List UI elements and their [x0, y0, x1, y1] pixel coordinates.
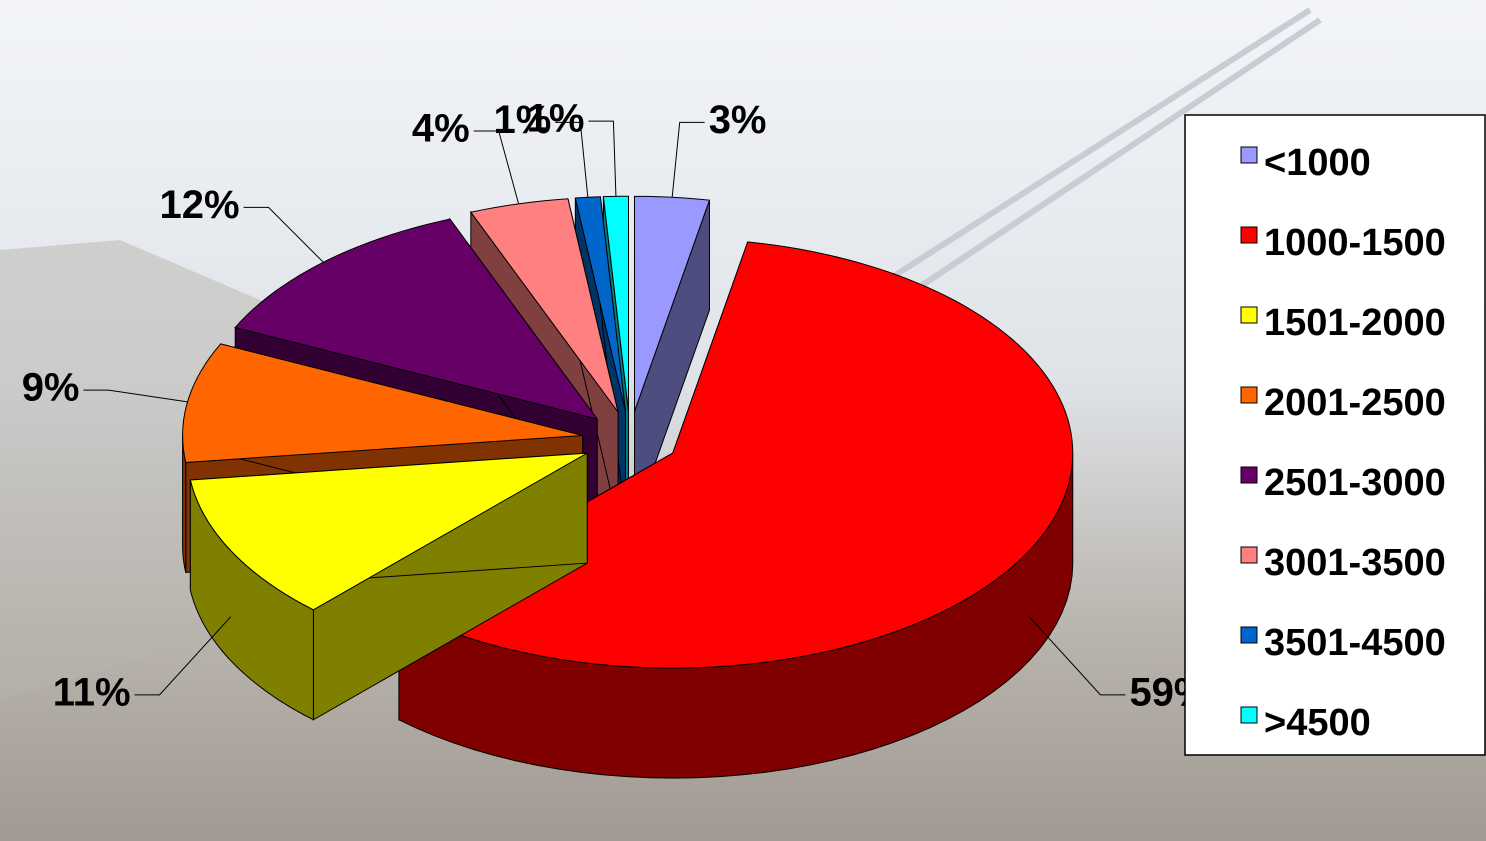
leader-line	[588, 120, 617, 197]
legend-swatch	[1240, 706, 1258, 724]
slice-top	[234, 218, 599, 420]
legend: <1000 1000-1500 1501-2000 2001-2500 2501-300…	[1240, 142, 1446, 744]
leader-line	[83, 389, 188, 403]
legend-label: 1000-1500	[1264, 222, 1446, 264]
legend-label: 2501-3000	[1264, 462, 1446, 504]
slice	[634, 195, 711, 522]
leader-line	[134, 616, 232, 696]
leader-line	[1028, 616, 1126, 696]
leader-line	[243, 206, 324, 263]
pie: 3%59%11%9%12%4% 1%1%	[22, 97, 1210, 779]
data-label: 1%	[527, 97, 585, 141]
data-label: 1%	[493, 98, 551, 142]
slice-top	[182, 343, 583, 463]
data-label: 4%	[412, 107, 470, 151]
leader-line	[473, 130, 520, 204]
legend-swatch	[1240, 306, 1258, 324]
legend-label: 3501-4500	[1264, 622, 1446, 664]
legend-label: <1000	[1264, 142, 1371, 184]
legend-swatch	[1240, 626, 1258, 644]
legend-swatch	[1240, 226, 1258, 244]
data-label: 12%	[159, 183, 239, 227]
legend-label: >4500	[1264, 702, 1371, 744]
legend-box	[1184, 114, 1486, 756]
legend-label: 3001-3500	[1264, 542, 1446, 584]
data-label: 9%	[22, 366, 80, 410]
data-label: 3%	[709, 98, 767, 142]
legend-swatch	[1240, 466, 1258, 484]
legend-swatch	[1240, 546, 1258, 564]
slice	[189, 452, 588, 721]
legend-swatch	[1240, 146, 1258, 164]
slice-top	[189, 452, 588, 611]
leader-line	[671, 121, 705, 198]
legend-label: 2001-2500	[1264, 382, 1446, 424]
data-label: 11%	[53, 670, 131, 714]
legend-label: 1501-2000	[1264, 302, 1446, 344]
leader-line	[555, 121, 589, 198]
legend-swatch	[1240, 386, 1258, 404]
